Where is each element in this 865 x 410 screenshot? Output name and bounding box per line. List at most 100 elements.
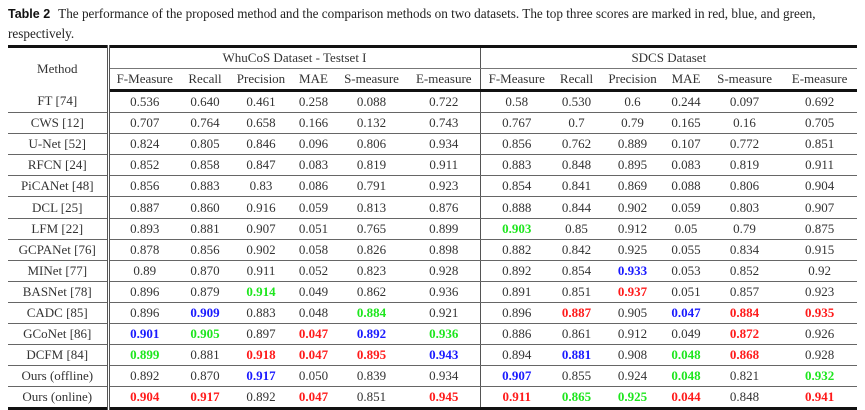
score-cell: 0.868 [707,344,783,367]
table-row: BASNet [78] 0.896 0.879 0.914 0.049 0.862 0.93… [8,281,858,303]
score-cell: 0.903 [480,218,554,240]
score-cell: 0.047 [292,386,335,410]
score-cell: 0.819 [335,154,408,177]
score-cell: 0.707 [108,112,180,135]
score-cell: 0.911 [782,154,858,177]
method-name: Ours (online) [8,386,110,410]
score-cell: 0.875 [782,218,858,240]
method-name: CWS [12] [8,112,110,135]
metric-header: Recall [553,68,601,92]
metric-header: E-measure [408,68,481,92]
score-cell: 0.891 [480,281,554,303]
score-cell: 0.923 [408,175,481,198]
score-cell: 0.928 [408,260,481,282]
score-cell: 0.047 [292,344,335,367]
method-name: BASNet [78] [8,281,110,303]
score-cell: 0.821 [707,365,783,388]
table-row: RFCN [24] 0.852 0.858 0.847 0.083 0.819 0.911 0… [8,154,858,177]
score-cell: 0.048 [292,302,335,325]
score-cell: 0.461 [230,90,292,114]
score-cell: 0.088 [665,175,708,198]
caption-text: The performance of the proposed method a… [8,6,816,41]
score-cell: 0.917 [180,386,230,410]
score-cell: 0.16 [707,112,783,135]
score-cell: 0.883 [230,302,292,325]
score-cell: 0.058 [292,239,335,261]
metric-header: F-Measure [480,68,554,92]
score-cell: 0.855 [553,365,601,388]
score-cell: 0.872 [707,323,783,346]
score-cell: 0.834 [707,239,783,261]
score-cell: 0.846 [230,133,292,156]
table-row: U-Net [52] 0.824 0.805 0.846 0.096 0.806 0.934… [8,133,858,156]
metric-header: E-measure [782,68,858,92]
score-cell: 0.841 [553,175,601,198]
score-cell: 0.892 [480,260,554,282]
score-cell: 0.862 [335,281,408,303]
score-cell: 0.722 [408,90,481,114]
score-cell: 0.58 [480,90,554,114]
table-row: FT [74] 0.536 0.640 0.461 0.258 0.088 0.722 0.5… [8,90,858,114]
score-cell: 0.842 [553,239,601,261]
metric-header: S-measure [707,68,783,92]
metric-header: Precision [230,68,292,92]
score-cell: 0.907 [230,218,292,240]
score-cell: 0.852 [108,154,180,177]
score-cell: 0.258 [292,90,335,114]
score-cell: 0.896 [108,302,180,325]
score-cell: 0.839 [335,365,408,388]
score-cell: 0.902 [600,196,666,219]
score-cell: 0.743 [408,112,481,135]
table-label: Table 2 [8,7,51,21]
score-cell: 0.819 [707,154,783,177]
table-row: MINet [77] 0.89 0.870 0.911 0.052 0.823 0.928 0… [8,260,858,282]
score-cell: 0.764 [180,112,230,135]
score-cell: 0.530 [553,90,601,114]
score-cell: 0.767 [480,112,554,135]
score-cell: 0.856 [108,175,180,198]
score-cell: 0.851 [553,281,601,303]
whucos-group-header: WhuCoS Dataset - Testset I [108,45,481,69]
score-cell: 0.762 [553,133,601,156]
score-cell: 0.083 [292,154,335,177]
score-cell: 0.640 [180,90,230,114]
score-cell: 0.881 [553,344,601,367]
score-cell: 0.887 [553,302,601,325]
score-cell: 0.925 [600,239,666,261]
score-cell: 0.132 [335,112,408,135]
score-cell: 0.912 [600,218,666,240]
score-cell: 0.051 [292,218,335,240]
score-cell: 0.824 [108,133,180,156]
score-cell: 0.055 [665,239,708,261]
table-row: GCoNet [86] 0.901 0.905 0.897 0.047 0.892 0.93… [8,323,858,346]
score-cell: 0.088 [335,90,408,114]
score-cell: 0.865 [553,386,601,410]
score-cell: 0.896 [480,302,554,325]
score-cell: 0.876 [408,196,481,219]
score-cell: 0.918 [230,344,292,367]
score-cell: 0.870 [180,260,230,282]
table-row: DCFM [84] 0.899 0.881 0.918 0.047 0.895 0.943 0… [8,344,858,367]
score-cell: 0.852 [707,260,783,282]
score-cell: 0.048 [665,365,708,388]
score-cell: 0.107 [665,133,708,156]
score-cell: 0.692 [782,90,858,114]
score-cell: 0.923 [782,281,858,303]
score-cell: 0.926 [782,323,858,346]
method-name: LFM [22] [8,218,110,240]
score-cell: 0.047 [292,323,335,346]
table-row: PiCANet [48] 0.856 0.883 0.83 0.086 0.791 0.92… [8,175,858,198]
score-cell: 0.914 [230,281,292,303]
results-table: Method WhuCoS Dataset - Testset I SDCS D… [8,45,858,410]
score-cell: 0.886 [480,323,554,346]
score-cell: 0.806 [335,133,408,156]
method-name: PiCANet [48] [8,175,110,198]
score-cell: 0.892 [108,365,180,388]
sdcs-group-header: SDCS Dataset [480,45,858,69]
score-cell: 0.869 [600,175,666,198]
score-cell: 0.097 [707,90,783,114]
score-cell: 0.658 [230,112,292,135]
score-cell: 0.772 [707,133,783,156]
score-cell: 0.945 [408,386,481,410]
metric-header: Recall [180,68,230,92]
